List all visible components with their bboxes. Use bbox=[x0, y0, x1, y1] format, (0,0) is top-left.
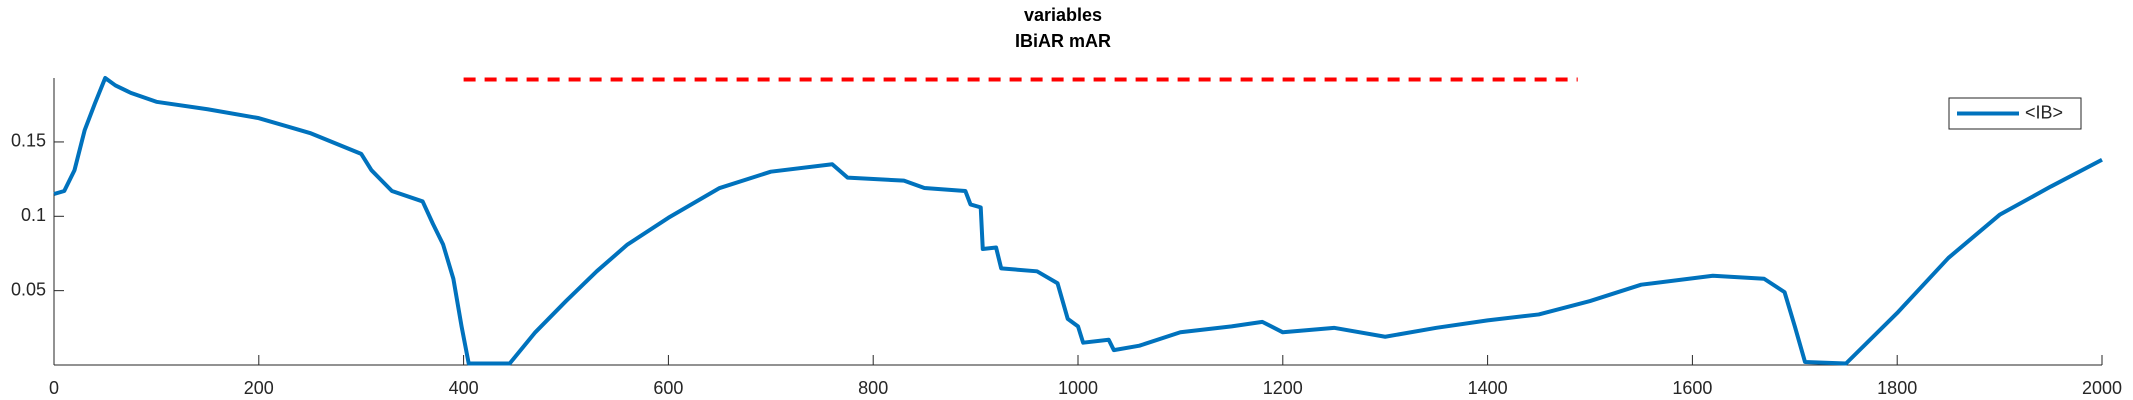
x-tick-label: 1200 bbox=[1263, 378, 1303, 398]
x-tick-label: 600 bbox=[653, 378, 683, 398]
x-tick-label: 1600 bbox=[1672, 378, 1712, 398]
x-tick-label: 0 bbox=[49, 378, 59, 398]
y-tick-label: 0.1 bbox=[21, 205, 46, 225]
chart-subtitle: IBiAR mAR bbox=[1015, 31, 1111, 51]
x-tick-label: 1400 bbox=[1468, 378, 1508, 398]
legend-label: <IB> bbox=[2025, 102, 2063, 122]
x-tick-label: 800 bbox=[858, 378, 888, 398]
x-tick-label: 400 bbox=[449, 378, 479, 398]
y-tick-label: 0.05 bbox=[11, 279, 46, 299]
x-tick-label: 200 bbox=[244, 378, 274, 398]
x-tick-label: 1000 bbox=[1058, 378, 1098, 398]
data-line bbox=[53, 76, 2103, 366]
x-tick-label: 1800 bbox=[1877, 378, 1917, 398]
y-tick-label: 0.15 bbox=[11, 131, 46, 151]
x-tick-label: 2000 bbox=[2082, 378, 2122, 398]
chart-title: variables bbox=[1024, 5, 1102, 25]
